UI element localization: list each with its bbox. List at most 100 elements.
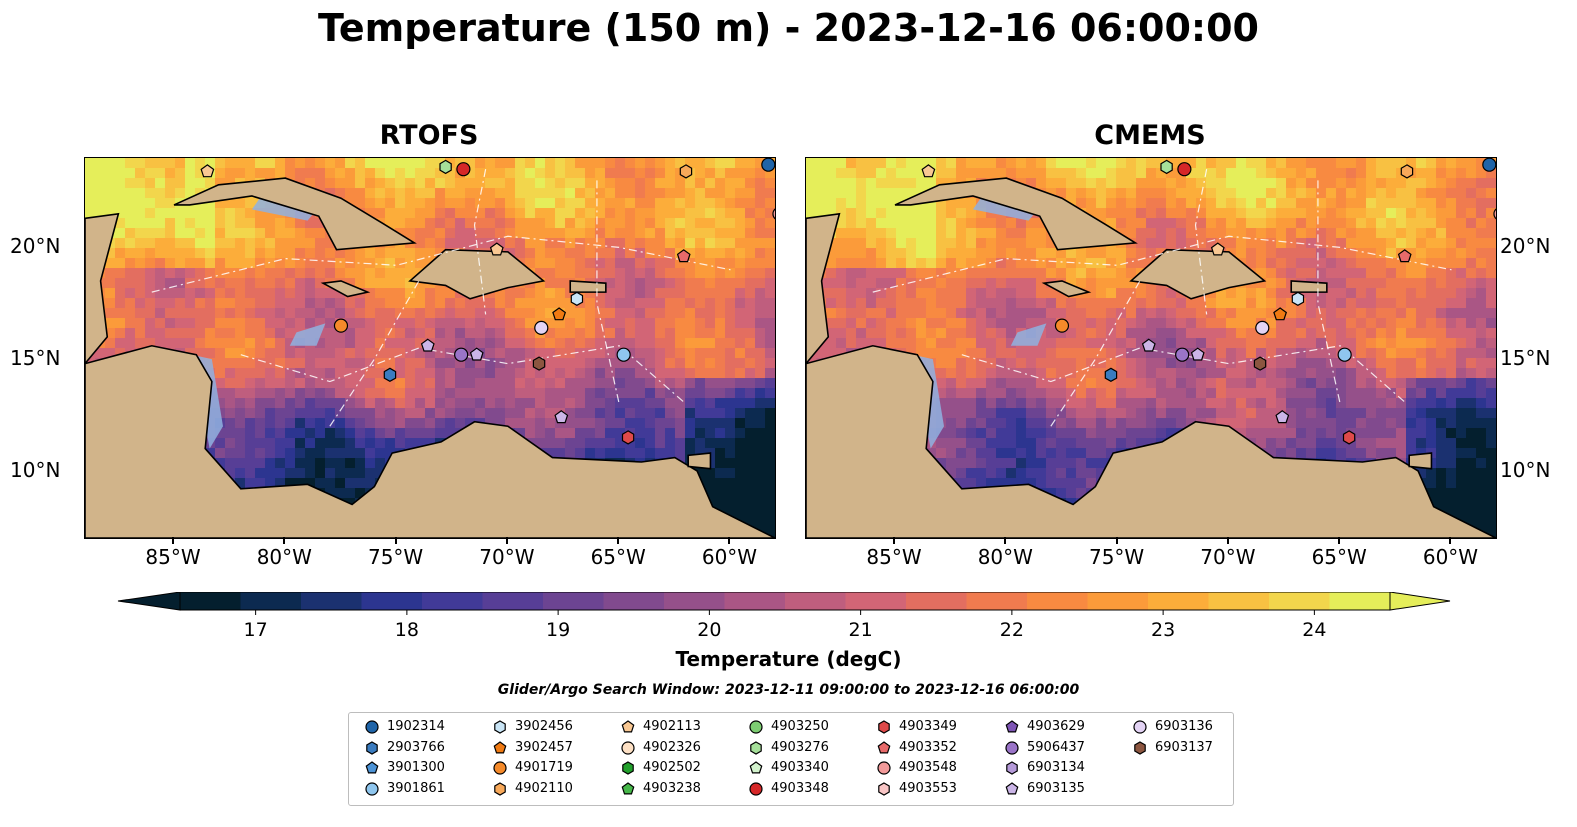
obs-marker-6903135 xyxy=(1275,410,1290,424)
legend-item-4903276: 4903276 xyxy=(745,738,829,758)
obs-marker-4902113 xyxy=(200,164,215,178)
legend-item-4901719: 4901719 xyxy=(489,758,573,778)
obs-marker-4903548 xyxy=(772,208,775,220)
legend-marker-swatch xyxy=(749,720,763,734)
legend-item-label: 3902456 xyxy=(515,719,573,734)
legend-marker-swatch xyxy=(878,781,890,796)
y-tick-label-cmems: 15°N xyxy=(1500,346,1551,371)
colorbar-bin xyxy=(966,592,1028,610)
x-tick-label-rtofs: 85°W xyxy=(145,545,201,569)
eez-boundaries xyxy=(151,169,731,427)
legend-marker-swatch xyxy=(494,720,506,734)
colorbar-bin xyxy=(240,592,302,610)
colorbar-bin xyxy=(1027,592,1088,610)
x-tick-label-rtofs: 70°W xyxy=(479,545,535,569)
obs-marker-4902113 xyxy=(1210,242,1225,256)
colorbar: 17 18 19 20 21 22 23 24 xyxy=(117,592,1451,641)
legend-item-label: 3901861 xyxy=(387,780,445,796)
x-tick-mark xyxy=(1338,537,1341,544)
hexagon-marker-icon xyxy=(1134,740,1146,755)
obs-marker-3902456 xyxy=(570,291,584,306)
colorbar-bin xyxy=(482,592,544,610)
legend-item-3901300: 3901300 xyxy=(361,758,445,778)
colorbar-bin xyxy=(301,592,362,610)
circle-marker-icon xyxy=(493,761,507,775)
legend-item-3901861: 3901861 xyxy=(361,779,445,799)
legend-marker-swatch xyxy=(493,761,507,775)
legend-item-5906437: 5906437 xyxy=(1001,738,1085,758)
panel-title-rtofs: RTOFS xyxy=(379,120,479,151)
obs-marker-4903548 xyxy=(1493,208,1496,220)
obs-marker-3901861 xyxy=(616,347,631,362)
legend-item-6903137: 6903137 xyxy=(1129,738,1213,758)
obs-marker-4903352 xyxy=(1397,249,1412,263)
colorbar-tick-label: 18 xyxy=(395,619,419,641)
panel-title-cmems: CMEMS xyxy=(1094,120,1206,151)
legend-item-2903766: 2903766 xyxy=(361,738,445,758)
legend-marker-swatch xyxy=(878,720,890,734)
legend-item-label: 4903349 xyxy=(899,719,957,734)
colorbar-bin xyxy=(785,592,846,610)
pentagon-marker-icon xyxy=(1005,720,1019,733)
observation-markers xyxy=(921,158,1496,445)
colorbar-bin xyxy=(1087,592,1149,610)
legend-marker-swatch xyxy=(365,720,379,734)
hexagon-marker-icon xyxy=(366,740,378,755)
map-panel-cmems[interactable] xyxy=(805,157,1497,539)
circle-marker-icon xyxy=(621,740,635,755)
legend-item-label: 4903553 xyxy=(899,780,957,796)
obs-marker-2903766 xyxy=(383,367,397,382)
circle-marker-icon xyxy=(1005,740,1019,755)
x-tick-mark xyxy=(505,537,508,544)
obs-marker-2903766 xyxy=(1104,367,1118,382)
x-tick-mark xyxy=(283,537,286,544)
circle-marker-icon xyxy=(365,781,379,796)
hexagon-marker-icon xyxy=(622,761,634,775)
x-tick-mark xyxy=(728,537,731,544)
colorbar-bin xyxy=(603,592,665,610)
hexagon-marker-icon xyxy=(494,720,506,734)
legend-marker-swatch xyxy=(750,740,762,755)
x-tick-label-rtofs: 65°W xyxy=(590,545,646,569)
pentagon-marker-icon xyxy=(749,761,763,774)
legend-item-label: 6903134 xyxy=(1027,760,1085,775)
landmass xyxy=(85,177,775,538)
circle-marker-icon xyxy=(365,720,379,734)
legend-marker-swatch xyxy=(622,761,634,775)
obs-marker-6903136 xyxy=(534,320,549,335)
obs-marker-4901719 xyxy=(1054,318,1070,333)
x-tick-mark xyxy=(1115,537,1118,544)
obs-marker-4903352 xyxy=(676,249,691,263)
x-tick-label-cmems: 70°W xyxy=(1200,545,1256,569)
legend-marker-swatch xyxy=(494,781,506,796)
obs-marker-4902113 xyxy=(489,242,504,256)
main-title: Temperature (150 m) - 2023-12-16 06:00:0… xyxy=(317,6,1259,50)
x-tick-mark xyxy=(394,537,397,544)
colorbar-bin xyxy=(724,592,786,610)
x-tick-mark xyxy=(1449,537,1452,544)
legend-item-3902457: 3902457 xyxy=(489,738,573,758)
hexagon-marker-icon xyxy=(878,720,890,734)
obs-marker-6903135 xyxy=(420,338,435,352)
circle-marker-icon xyxy=(1133,720,1147,734)
circle-marker-icon xyxy=(877,761,891,775)
legend-item-label: 4903348 xyxy=(771,780,829,796)
colorbar-tick-label: 22 xyxy=(1000,619,1024,641)
pentagon-marker-icon xyxy=(1005,781,1019,794)
circle-marker-icon xyxy=(749,720,763,734)
legend-marker-swatch xyxy=(365,781,379,796)
map-panel-rtofs[interactable] xyxy=(84,157,776,539)
obs-marker-3901861 xyxy=(1337,347,1352,362)
legend-item-label: 4903238 xyxy=(643,780,701,796)
legend-item-label: 6903137 xyxy=(1155,739,1213,755)
legend: 1902314 2903766 3901300 3901861 3902456 39024… xyxy=(348,712,1234,806)
legend-item-4903250: 4903250 xyxy=(745,717,829,737)
legend-item-label: 6903135 xyxy=(1027,780,1085,796)
colorbar-tick-label: 23 xyxy=(1151,619,1175,641)
legend-item-label: 4903340 xyxy=(771,760,829,775)
colorbar-bin xyxy=(422,592,483,610)
obs-marker-5906437 xyxy=(454,347,469,362)
colorbar-bin xyxy=(664,592,725,610)
legend-marker-swatch xyxy=(1133,720,1147,734)
obs-marker-6903135 xyxy=(1190,347,1205,361)
